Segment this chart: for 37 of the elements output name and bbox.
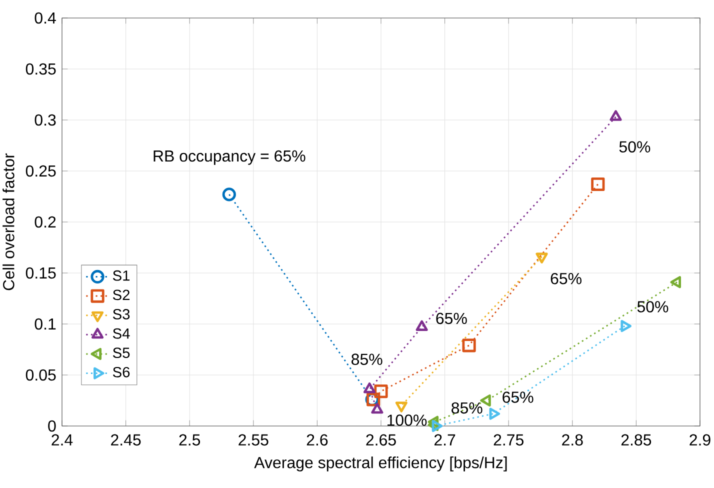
x-tick-label: 2.9	[690, 434, 710, 446]
annotation: 100%	[388, 414, 427, 426]
y-tick-label: 0.25	[26, 165, 56, 177]
annotation: 50%	[619, 141, 650, 153]
y-tick-label: 0.3	[34, 114, 56, 126]
legend-label: S6	[112, 366, 130, 378]
annotation: 85%	[352, 354, 382, 365]
x-tick-label: 2.6	[306, 434, 328, 446]
legend-label: S4	[112, 328, 130, 339]
annotation: 65%	[502, 392, 534, 403]
x-tick-label: 2.7	[434, 434, 456, 446]
legend-label: S1	[112, 270, 130, 281]
annotation: 50%	[637, 301, 668, 312]
x-tick-label: 2.8	[562, 434, 583, 446]
y-tick-label: 0	[48, 420, 56, 432]
x-axis-title: Average spectral efficiency [bps/Hz]	[254, 456, 507, 472]
annotation: 85%	[452, 402, 482, 414]
x-tick-label: 2.55	[238, 434, 268, 446]
y-tick-label: 0.4	[34, 12, 56, 24]
legend-label: S3	[112, 309, 130, 320]
y-tick-label: 0.1	[34, 318, 56, 330]
legend-label: S2	[112, 290, 130, 300]
x-tick-label: 2.4	[52, 434, 73, 446]
y-tick-label: 0.35	[26, 63, 56, 75]
annotation: RB occupancy = 65%	[154, 150, 306, 165]
x-tick-label: 2.85	[621, 434, 652, 446]
annotation: 65%	[550, 272, 582, 284]
legend-label: S5	[112, 348, 130, 358]
y-tick-label: 0.15	[26, 267, 56, 279]
x-tick-label: 2.65	[366, 434, 396, 446]
x-tick-label: 2.45	[111, 434, 141, 446]
x-tick-label: 2.75	[494, 434, 524, 446]
y-axis-title: Cell overload factor	[2, 153, 14, 290]
x-tick-label: 2.5	[179, 434, 200, 446]
y-tick-label: 0.05	[26, 369, 56, 381]
annotation: 65%	[436, 312, 467, 324]
y-tick-label: 0.2	[34, 216, 56, 228]
